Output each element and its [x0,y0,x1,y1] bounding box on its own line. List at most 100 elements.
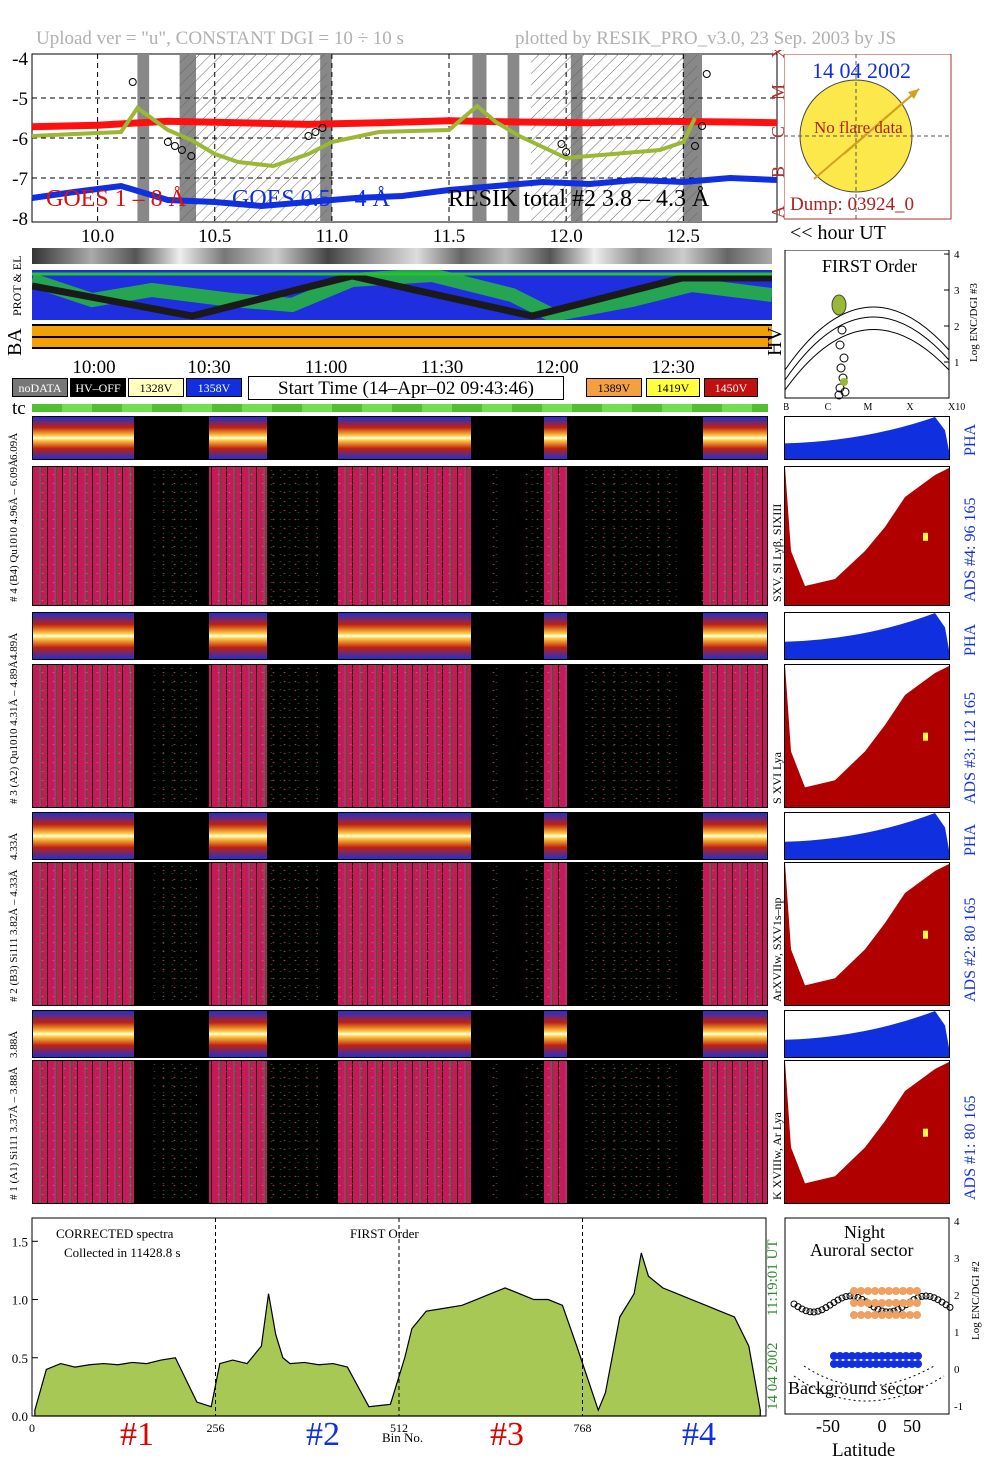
channel-1-profile [32,1010,768,1058]
spectrum-first-order: FIRST Order [350,1226,419,1241]
resik-point [311,128,320,136]
profile-band [543,813,568,859]
spectrum-xtick: 768 [574,1421,592,1435]
resik-point [163,138,172,146]
legend-1358v: 1358V [186,378,242,397]
time-tick: 10:30 [187,357,231,378]
goes-ytick: -6 [12,129,28,150]
channel-3-profile [32,612,768,660]
lat-title2: Auroral sector [810,1240,914,1260]
channel-3-counts [32,664,768,808]
channel-3-pha [784,612,950,660]
goes-xtick: 12.5 [666,226,700,247]
channel-1-counts [32,1060,768,1204]
goes-xtick: 10.0 [80,226,115,247]
profile-band [703,417,767,459]
spectrum-ch1: #1 [120,1416,154,1453]
legend-hvoff: HV–OFF [70,378,126,397]
channel-3-ads [784,664,950,808]
lat-xtick: 50 [903,1416,921,1436]
sun-dump: Dump: 03924_0 [790,194,915,215]
channel-4-pha-label: PHA [962,423,979,456]
fo-xtick: M [864,402,873,412]
spectrum-ytick: 0.5 [12,1351,28,1366]
goes-lightcurve-chart: -4 -5 -6 -7 -8 X M C B A [12,50,788,230]
spectrum-xlabel: Bin No. [382,1430,424,1445]
legend-goes054: GOES 0.5 – 4 Å [232,186,391,212]
legend-1450v: 1450V [704,378,758,397]
header-upload: Upload ver = "u", CONSTANT DGI = 10 ÷ 10… [36,28,404,49]
resik-point [562,148,571,156]
resik-point [128,78,137,86]
fo-xtick: X [906,402,914,412]
first-order-chart: 1 2 3 4 B C M X X10 [784,250,965,412]
spectrum-ytick: 1.0 [12,1293,28,1308]
profile-band [337,417,474,459]
resik-point [187,152,196,160]
goes-ytick: -8 [12,209,28,230]
spectrum-time: 11:19:01 UT [765,1239,781,1316]
channel-3-ads-label: ADS #3: 112 165 [962,692,979,804]
channel-2-range: 4.33Å [8,832,20,860]
profile-band [543,613,568,659]
strip-ba [32,324,772,349]
resik-point [702,70,711,78]
profile-band [337,1011,474,1057]
resik-point [177,146,186,154]
goes-xtick: 10.5 [198,226,232,247]
lat-xtick: -50 [816,1416,840,1436]
label-ba: BA [4,328,26,356]
legend-nodata: noDATA [12,378,68,397]
time-tick: 10:00 [72,357,116,378]
spectrum-xtick: 256 [207,1421,225,1435]
time-axis: 10:00 10:30 11:00 11:30 12:00 12:30 [0,357,790,379]
channel-1-range: 3.88Å [8,1030,20,1058]
resik-point [170,142,179,150]
channel-1-right-label: K XVIIIw, Ar Lya [770,1112,784,1200]
goes-class-label: C [768,126,788,138]
spectrum-ytick: 1.5 [12,1234,28,1249]
profile-band [703,813,767,859]
spectrum-note2: Collected in 11428.8 s [64,1245,181,1260]
goes-xtick: 11.5 [432,226,466,247]
channel-4-profile [32,416,768,460]
resik-point [691,142,700,150]
channel-3-right-label: S XVI Lya [770,752,784,804]
time-tick: 11:00 [304,357,348,378]
lat-bottom: Background sector [788,1378,924,1398]
channel-2-ads-label: ADS #2: 80 165 [962,897,979,1002]
goes-series-1 [31,174,778,210]
spectrum-xtick: 0 [29,1421,35,1435]
spectrum-chart: 0.0 0.5 1.0 1.5 0 256 512 768 [12,1217,767,1435]
fo-xtick: C [825,402,832,412]
resik-point [698,122,707,130]
fo-ytick: 3 [954,285,960,297]
resik-point [304,132,313,140]
fo-ytick: 1 [954,357,960,369]
channel-2-counts [32,862,768,1006]
sun-date: 14 04 2002 [812,58,911,83]
channel-2-right-label: ArXVIIw, SXV1s–np [770,897,784,1002]
channel-4-label: # 4 (B4) Qu1010 4.96Å – 6.09Å [8,459,20,602]
spectrum-ch3: #3 [490,1416,524,1453]
channel-1-ads-label: ADS #1: 80 165 [962,1095,979,1200]
profile-band [33,1011,139,1057]
channel-4-right-label: SXV, SI Lyβ, SIXIII [770,503,784,602]
profile-band [337,613,474,659]
lat-ytick: 2 [954,1290,960,1302]
legend-goes18: GOES 1 – 8 Å [46,186,187,212]
lat-ytick: 1 [954,1327,960,1339]
profile-band [33,813,139,859]
lat-ytick: 4 [954,1216,960,1228]
channel-1-ads [784,1060,950,1204]
channel-1-pha [784,1010,950,1058]
profile-band [543,1011,568,1057]
profile-band [543,417,568,459]
lat-title1: Night [844,1222,886,1242]
channel-4-pha [784,416,950,460]
strip-grayscale [32,248,772,264]
goes-x-axis: 10.0 10.5 11.0 11.5 12.0 12.5 [0,226,790,250]
channel-2-label: # 2 (B3) Si111 3.82Å – 4.33Å [8,869,20,1002]
goes-class-label: X [768,50,788,59]
channel-4-ads-label: ADS #4: 96 165 [962,497,979,602]
